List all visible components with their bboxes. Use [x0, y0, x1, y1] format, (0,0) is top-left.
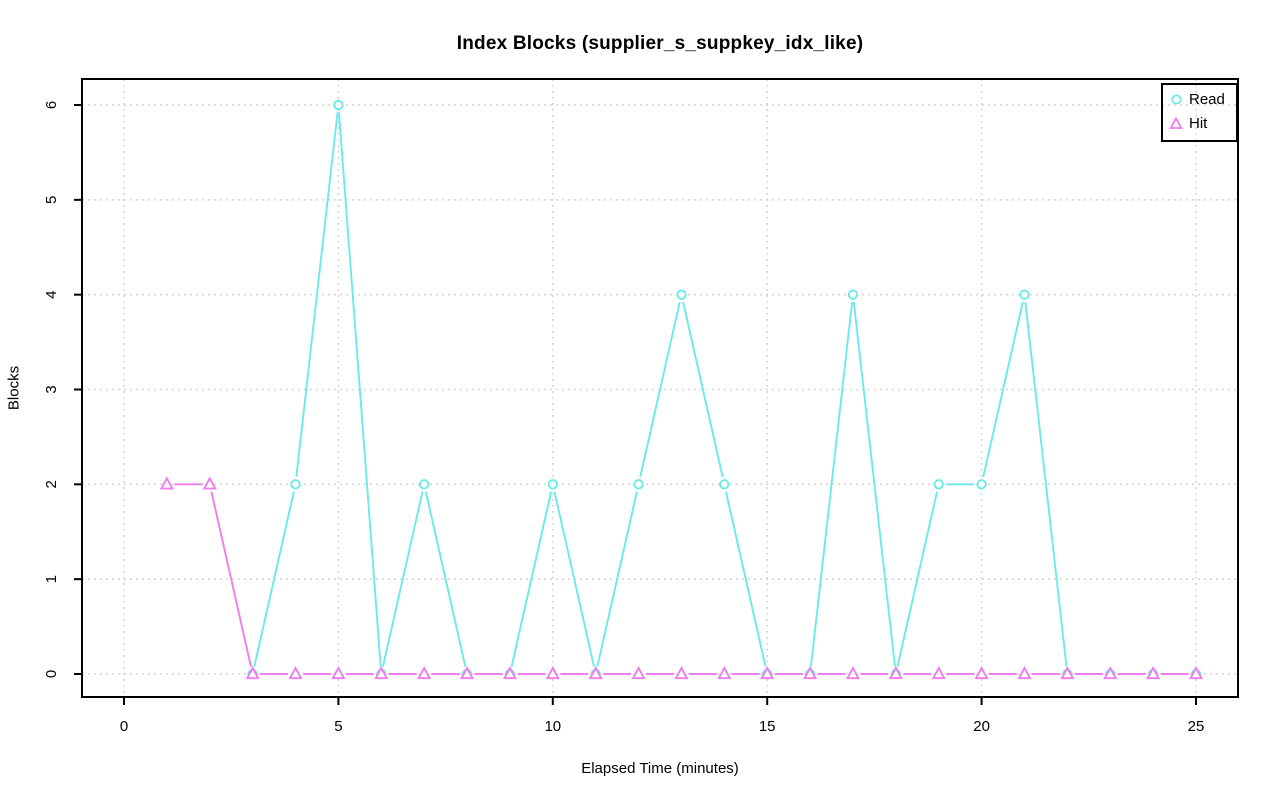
- data-point-hit: [245, 665, 260, 680]
- read-circle-icon: [1163, 93, 1189, 106]
- data-point-hit: [974, 665, 989, 680]
- y-tick-label: 3: [43, 385, 60, 393]
- series-line-read: [596, 491, 638, 667]
- y-tick-label: 6: [43, 101, 60, 109]
- x-tick-label: 0: [120, 718, 128, 735]
- y-tick-label: 1: [43, 575, 60, 583]
- data-point-hit: [1146, 665, 1161, 680]
- data-point-hit: [888, 665, 903, 680]
- series-line-read: [639, 301, 681, 478]
- series-line-read: [295, 112, 339, 477]
- series-line-read: [682, 301, 724, 478]
- data-point-read: [290, 479, 301, 490]
- data-point-read: [719, 479, 730, 490]
- series-line-read: [725, 491, 767, 667]
- x-tick-label: 15: [759, 718, 776, 735]
- y-tick-label: 0: [43, 670, 60, 678]
- data-point-hit: [374, 665, 389, 680]
- legend-label-read: Read: [1189, 91, 1225, 108]
- data-point-hit: [1103, 665, 1118, 680]
- data-point-hit: [459, 665, 475, 680]
- series-line-read: [553, 491, 595, 667]
- data-point-read: [547, 479, 558, 490]
- x-tick-label: 20: [973, 718, 990, 735]
- data-point-read: [1019, 289, 1030, 300]
- y-tick-label: 5: [43, 196, 60, 204]
- series-line-read: [982, 301, 1024, 478]
- data-point-hit: [1017, 665, 1032, 680]
- data-point-hit: [845, 665, 861, 680]
- legend-entry-hit: Hit: [1163, 114, 1236, 133]
- data-point-hit: [417, 665, 432, 680]
- data-point-hit: [288, 665, 303, 680]
- series-line-read: [1024, 302, 1068, 667]
- data-point-read: [419, 479, 430, 490]
- legend-entry-read: Read: [1163, 90, 1236, 109]
- series-line-read: [896, 491, 938, 667]
- data-point-hit: [502, 665, 518, 680]
- data-point-hit: [717, 665, 732, 680]
- series-line-hit: [210, 491, 252, 667]
- x-tick-label: 10: [544, 718, 561, 735]
- data-point-read: [933, 479, 944, 490]
- data-point-hit: [802, 665, 818, 680]
- data-point-hit: [588, 665, 603, 680]
- y-tick-label: 2: [43, 480, 60, 488]
- y-tick-label: 4: [43, 290, 60, 298]
- chart-title: Index Blocks (supplier_s_suppkey_idx_lik…: [456, 33, 864, 54]
- series-line-read: [382, 491, 424, 667]
- data-point-hit: [674, 665, 689, 680]
- x-axis-title: Elapsed Time (minutes): [581, 760, 739, 777]
- data-point-hit: [1188, 665, 1204, 680]
- data-point-read: [847, 289, 859, 300]
- data-point-hit: [159, 476, 174, 490]
- series-line-read: [510, 491, 553, 667]
- x-tick-label: 25: [1188, 718, 1205, 735]
- data-point-hit: [1060, 665, 1075, 680]
- x-tick-label: 5: [334, 718, 342, 735]
- legend-label-hit: Hit: [1189, 115, 1208, 132]
- data-point-hit: [931, 665, 946, 680]
- series-line-read: [253, 491, 295, 667]
- data-point-hit: [545, 665, 560, 680]
- y-axis-title: Blocks: [5, 365, 23, 411]
- plot-box: [81, 78, 1239, 698]
- series-line-read: [809, 302, 854, 667]
- legend: Read Hit: [1161, 83, 1238, 142]
- data-point-hit: [331, 665, 346, 680]
- hit-triangle-icon: [1163, 117, 1189, 130]
- series-line-read: [424, 491, 467, 667]
- data-point-hit: [760, 665, 775, 680]
- series-line-read: [338, 112, 382, 667]
- data-point-read: [633, 479, 644, 490]
- data-point-hit: [631, 665, 646, 680]
- data-point-read: [676, 289, 687, 300]
- data-point-read: [333, 99, 344, 111]
- series-line-read: [852, 302, 896, 667]
- data-point-hit: [202, 476, 217, 490]
- data-point-read: [976, 479, 987, 490]
